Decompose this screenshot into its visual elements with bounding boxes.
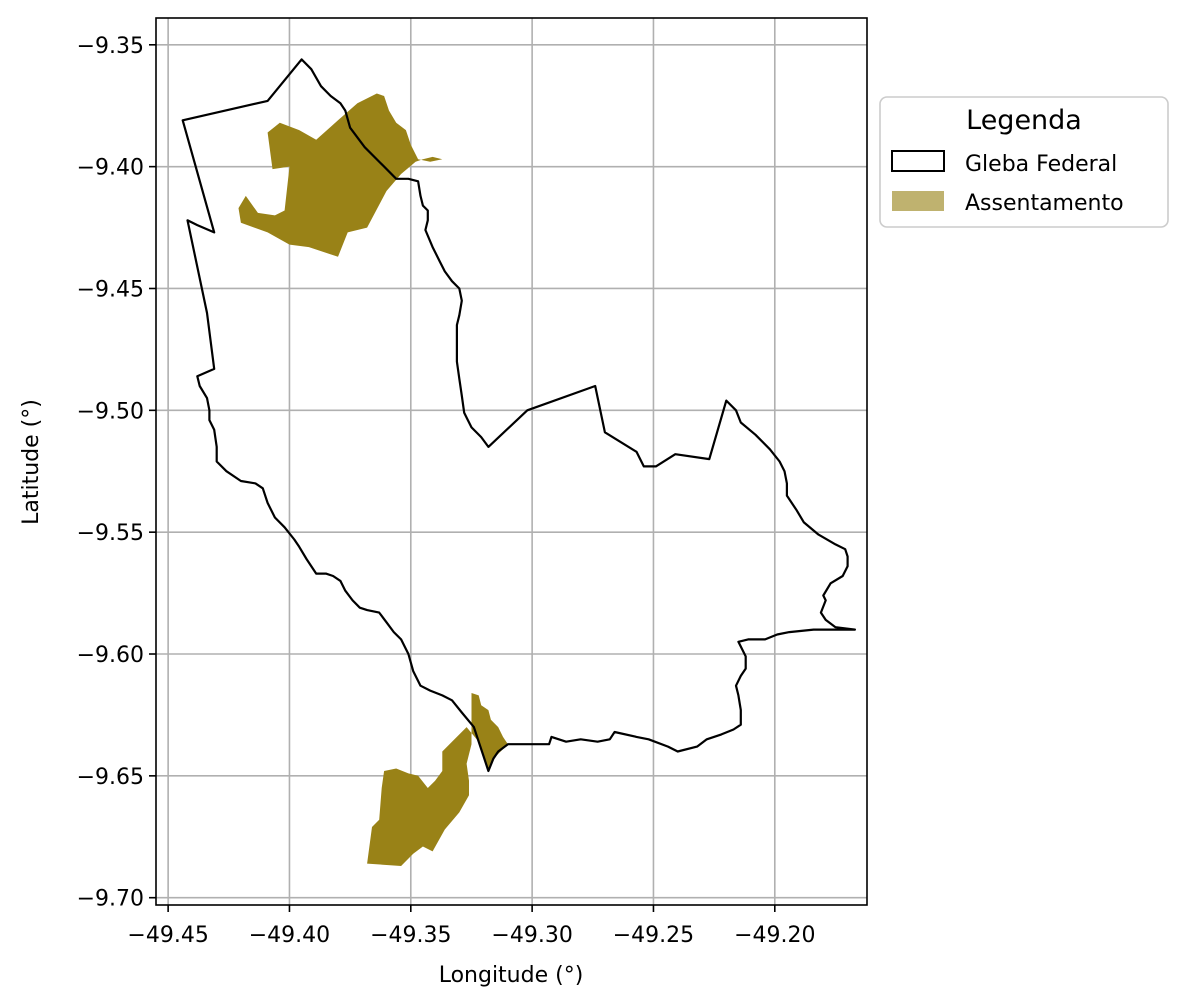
y-tick-label: −9.40	[77, 156, 144, 181]
legend-swatch-assentamento	[892, 191, 944, 211]
y-axis-ticks: −9.35 −9.40 −9.45 −9.50 −9.55 −9.60 −9.65 −9.70	[77, 34, 156, 912]
legend-title: Legenda	[966, 105, 1082, 136]
y-tick-label: −9.55	[77, 521, 144, 546]
x-tick-label: −49.25	[613, 923, 694, 948]
x-tick-label: −49.20	[734, 923, 815, 948]
y-tick-label: −9.65	[77, 765, 144, 790]
y-tick-label: −9.60	[77, 643, 144, 668]
y-tick-label: −9.50	[77, 399, 144, 424]
map-layers	[181, 58, 857, 866]
x-tick-label: −49.35	[370, 923, 451, 948]
x-tick-label: −49.45	[127, 923, 208, 948]
legend-swatch-gleba-federal	[891, 150, 945, 172]
legend-label-gleba-federal: Gleba Federal	[965, 152, 1117, 177]
gleba-federal-outline	[181, 58, 857, 773]
assentamento-area	[367, 693, 508, 866]
plot-frame	[155, 17, 868, 906]
x-axis-label: Longitude (°)	[439, 963, 584, 988]
y-tick-label: −9.70	[77, 887, 144, 912]
legend-box	[879, 96, 1169, 228]
y-tick-label: −9.35	[77, 34, 144, 59]
y-axis-label: Latitude (°)	[19, 399, 44, 525]
legend: Legenda Gleba Federal Assentamento	[879, 96, 1169, 228]
x-tick-label: −49.30	[491, 923, 572, 948]
legend-label-assentamento: Assentamento	[965, 191, 1124, 216]
x-axis-ticks: −49.45 −49.40 −49.35 −49.30 −49.25 −49.20	[127, 905, 815, 948]
assentamento-area	[238, 93, 443, 257]
x-tick-label: −49.40	[249, 923, 330, 948]
y-tick-label: −9.45	[77, 277, 144, 302]
